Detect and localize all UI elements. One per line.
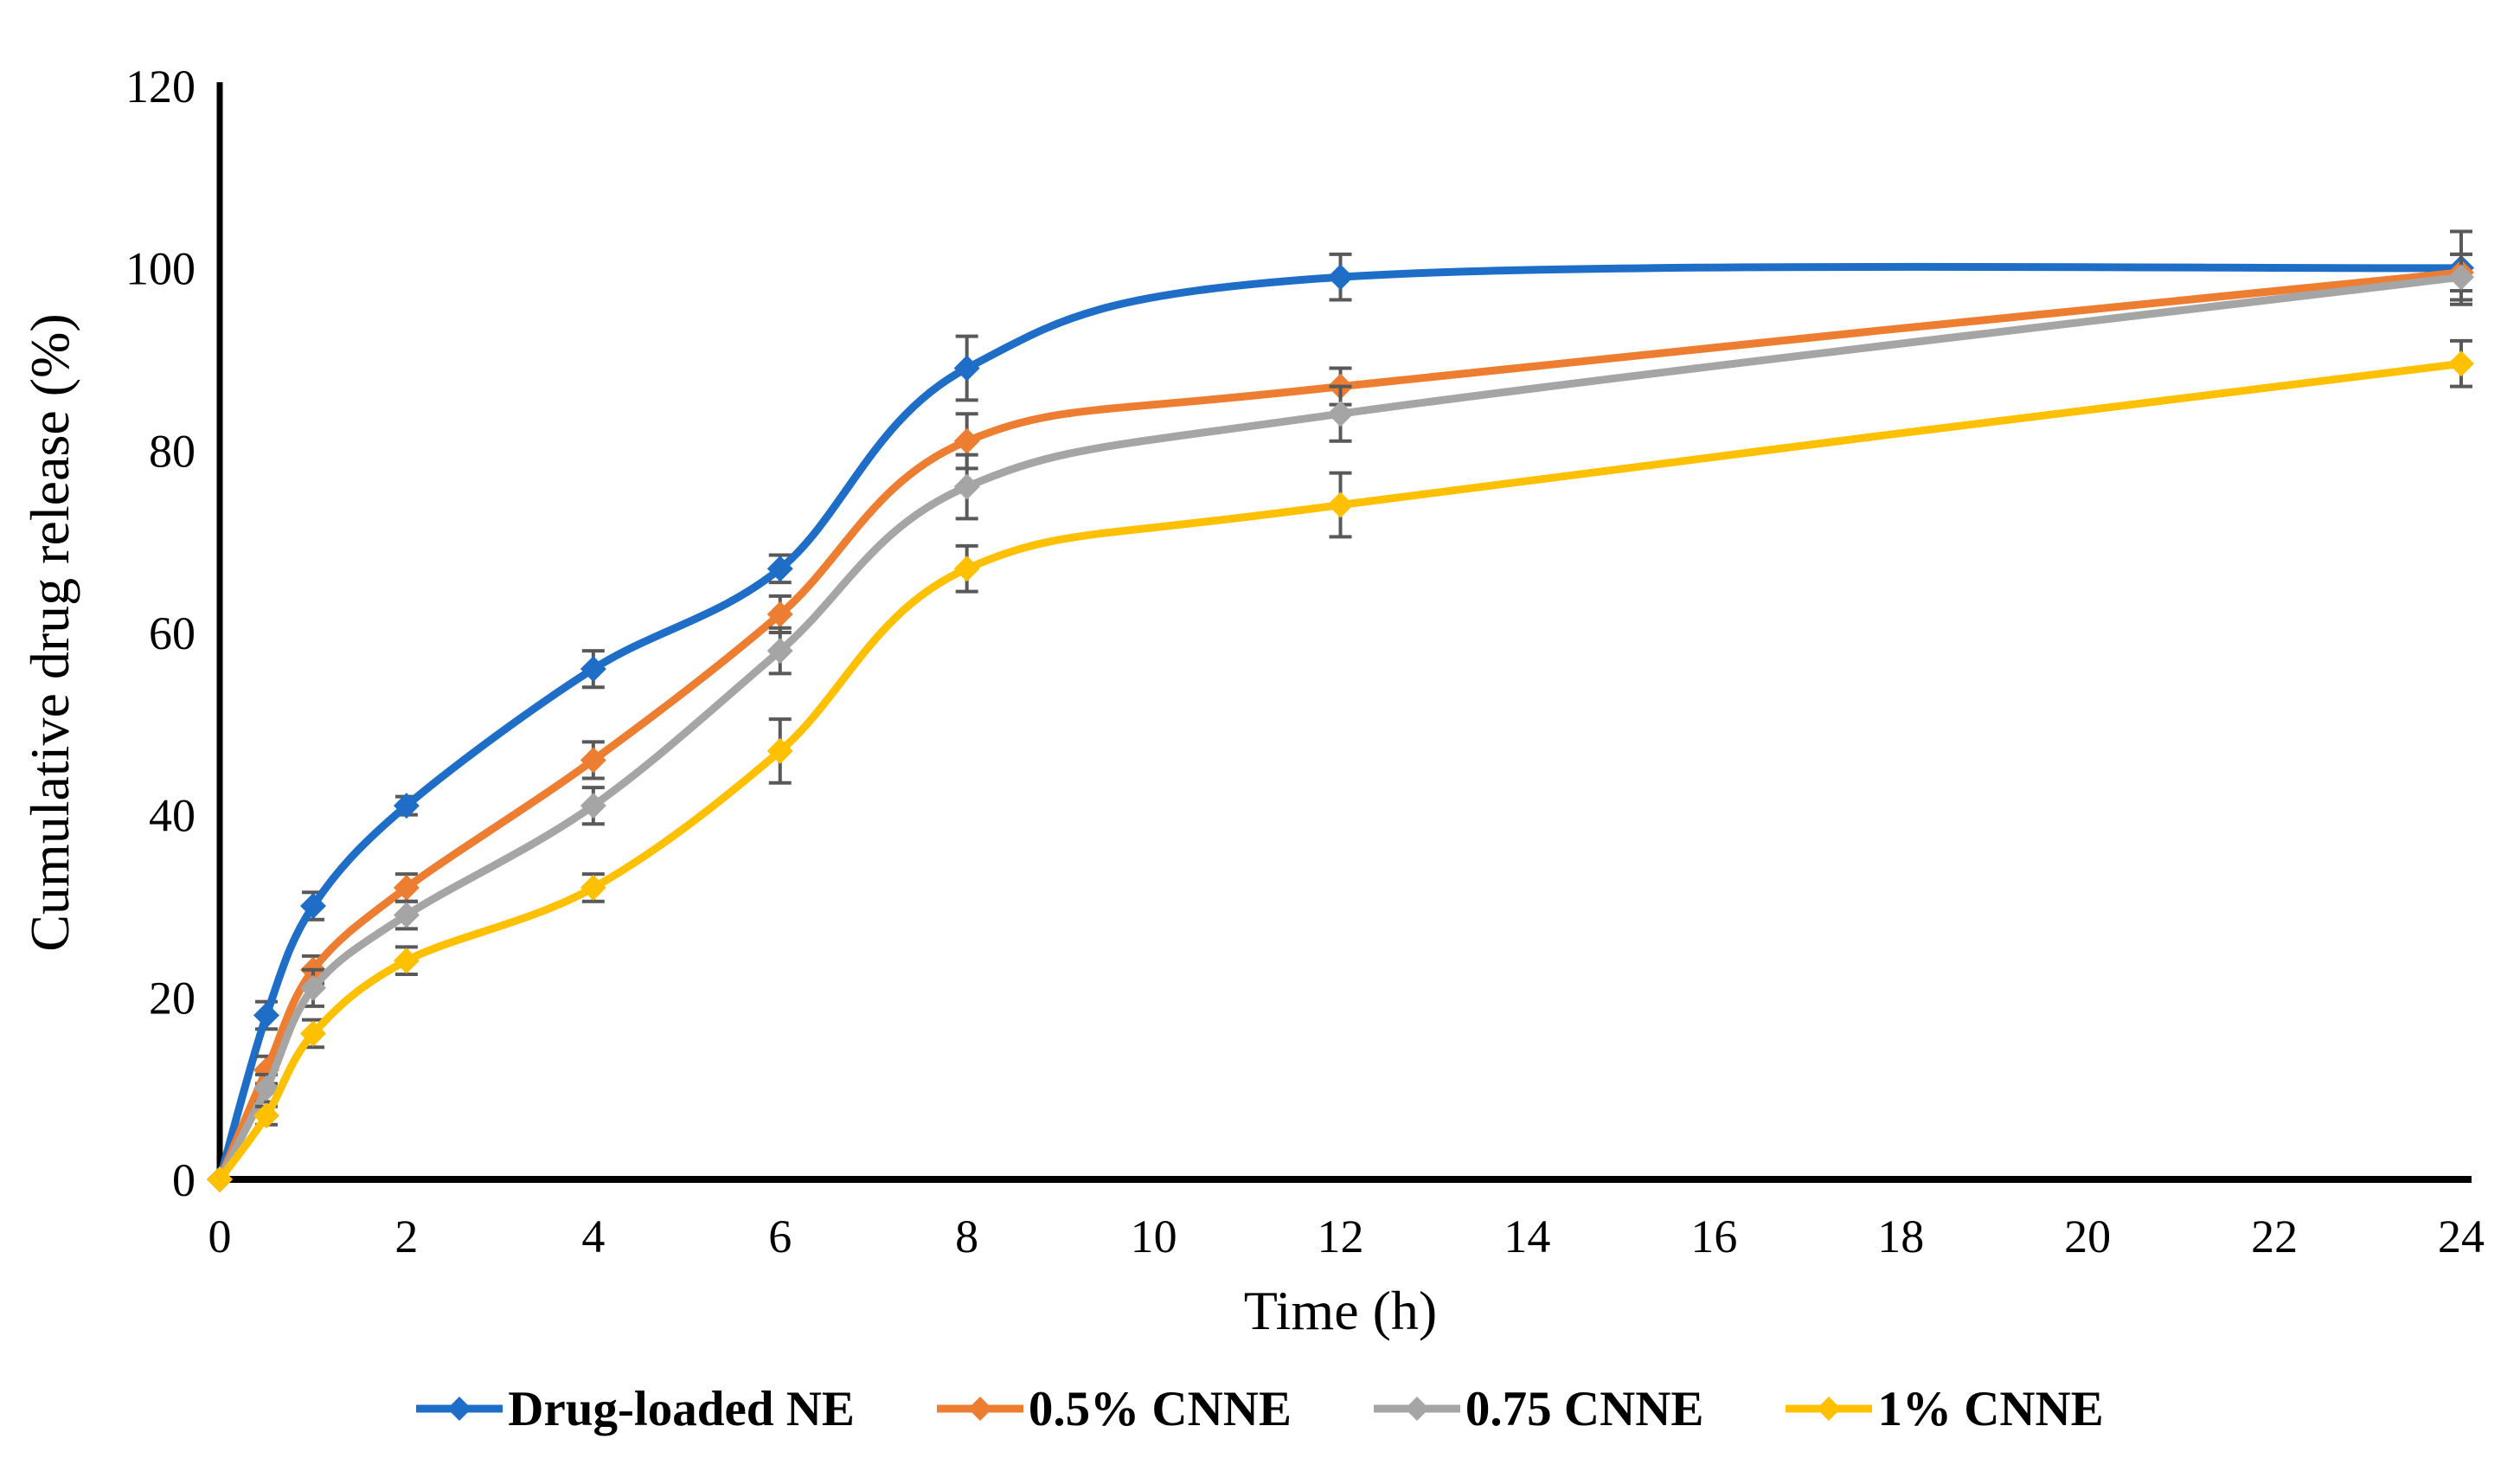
series-marker-2 bbox=[766, 638, 793, 665]
x-tick-label: 20 bbox=[2064, 1211, 2111, 1262]
series-marker-0 bbox=[299, 893, 326, 919]
series-marker-1 bbox=[580, 747, 606, 774]
legend-line-diamond-icon bbox=[1786, 1397, 1873, 1421]
x-axis-title: Time (h) bbox=[1243, 1280, 1438, 1341]
x-tick-label: 0 bbox=[208, 1211, 232, 1262]
x-tick-label: 12 bbox=[1318, 1211, 1364, 1262]
series-marker-0 bbox=[580, 656, 606, 683]
series-marker-0 bbox=[253, 1002, 279, 1029]
chart-legend: Drug-loaded NE 0.5% CNNE 0.75 CNNE 1% CNNE bbox=[0, 1365, 2520, 1452]
series-marker-3 bbox=[299, 1020, 326, 1047]
series-marker-2 bbox=[580, 793, 606, 819]
series-marker-3 bbox=[1327, 491, 1354, 518]
series-marker-2 bbox=[953, 473, 980, 500]
legend-item-1: 0.5% CNNE bbox=[936, 1381, 1292, 1436]
series-marker-3 bbox=[253, 1102, 279, 1129]
y-tick-label: 120 bbox=[125, 61, 196, 112]
legend-line-diamond-icon bbox=[416, 1397, 503, 1421]
legend-item-3: 1% CNNE bbox=[1786, 1381, 2104, 1436]
y-tick-label: 0 bbox=[172, 1154, 196, 1206]
series-marker-2 bbox=[253, 1075, 279, 1102]
x-tick-label: 4 bbox=[581, 1211, 605, 1262]
series-marker-1 bbox=[393, 874, 420, 901]
series-marker-0 bbox=[953, 355, 980, 382]
series-marker-3 bbox=[766, 737, 793, 764]
x-tick-label: 6 bbox=[768, 1211, 792, 1262]
series-marker-2 bbox=[393, 902, 420, 928]
legend-label: 0.75 CNNE bbox=[1465, 1381, 1704, 1436]
y-tick-label: 20 bbox=[149, 972, 196, 1024]
x-tick-label: 8 bbox=[955, 1211, 978, 1262]
series-marker-0 bbox=[393, 793, 420, 819]
series-marker-3 bbox=[207, 1166, 233, 1192]
series-marker-2 bbox=[2448, 264, 2474, 291]
legend-label: Drug-loaded NE bbox=[508, 1381, 855, 1436]
y-tick-label: 100 bbox=[125, 243, 196, 295]
x-tick-label: 2 bbox=[394, 1211, 418, 1262]
series-marker-3 bbox=[2448, 350, 2474, 377]
series-marker-3 bbox=[953, 556, 980, 582]
x-tick-label: 24 bbox=[2438, 1211, 2485, 1262]
series-marker-0 bbox=[1327, 264, 1354, 291]
series-marker-0 bbox=[766, 556, 793, 582]
y-axis-title: Cumulative drug release (%) bbox=[19, 313, 80, 952]
y-tick-label: 40 bbox=[149, 790, 196, 842]
legend-line-diamond-icon bbox=[1373, 1397, 1460, 1421]
legend-item-0: Drug-loaded NE bbox=[416, 1384, 855, 1434]
x-tick-label: 14 bbox=[1504, 1211, 1550, 1262]
x-tick-label: 10 bbox=[1131, 1211, 1177, 1262]
series-marker-1 bbox=[766, 601, 793, 627]
x-tick-label: 18 bbox=[1877, 1211, 1924, 1262]
legend-line-diamond-icon bbox=[936, 1397, 1023, 1421]
series-marker-1 bbox=[953, 427, 980, 454]
x-tick-label: 22 bbox=[2251, 1211, 2298, 1262]
series-marker-3 bbox=[580, 874, 606, 901]
series-marker-2 bbox=[299, 974, 326, 1001]
y-tick-label: 60 bbox=[149, 607, 196, 659]
legend-item-2: 0.75 CNNE bbox=[1373, 1381, 1704, 1436]
y-tick-label: 80 bbox=[149, 425, 196, 477]
x-tick-label: 16 bbox=[1690, 1211, 1737, 1262]
legend-label: 1% CNNE bbox=[1877, 1381, 2104, 1436]
series-marker-2 bbox=[1327, 401, 1354, 427]
series-marker-3 bbox=[393, 947, 420, 974]
legend-label: 0.5% CNNE bbox=[1028, 1381, 1292, 1436]
